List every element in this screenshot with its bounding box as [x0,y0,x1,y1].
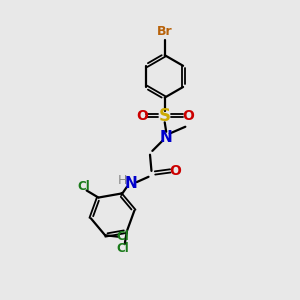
Text: H: H [118,173,127,187]
Text: Br: Br [157,25,172,38]
Text: S: S [159,107,171,125]
Text: O: O [182,109,194,123]
Text: O: O [170,164,182,178]
Text: O: O [136,109,148,123]
Text: N: N [124,176,137,191]
Text: N: N [160,130,172,145]
Text: Cl: Cl [116,230,129,243]
Text: Cl: Cl [116,242,129,255]
Text: Cl: Cl [77,181,90,194]
